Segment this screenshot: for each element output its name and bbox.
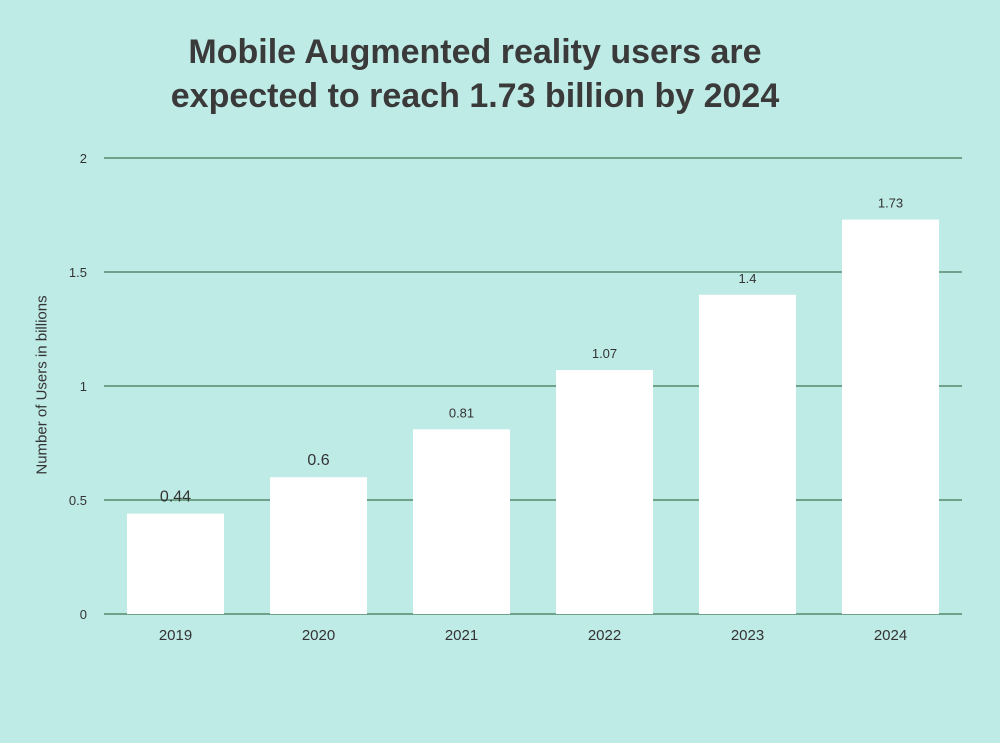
data-label: 0.6 bbox=[307, 452, 329, 469]
bar bbox=[556, 370, 653, 614]
x-tick-label: 2021 bbox=[445, 627, 478, 644]
bar bbox=[127, 513, 224, 614]
data-label: 0.81 bbox=[449, 405, 474, 420]
data-label: 0.44 bbox=[160, 489, 191, 506]
chart-title: Mobile Augmented reality users are expec… bbox=[60, 30, 890, 118]
x-tick-label: 2023 bbox=[731, 627, 764, 644]
y-tick-label: 1 bbox=[80, 379, 87, 394]
data-label: 1.07 bbox=[592, 346, 617, 361]
y-tick-label: 0.5 bbox=[69, 493, 87, 508]
x-tick-label: 2022 bbox=[588, 627, 621, 644]
data-label: 1.4 bbox=[738, 271, 756, 286]
bar bbox=[413, 429, 510, 614]
chart-title-line-1: Mobile Augmented reality users are bbox=[188, 33, 762, 71]
x-tick-label: 2019 bbox=[159, 627, 192, 644]
y-tick-label: 1.5 bbox=[69, 265, 87, 280]
y-tick-label: 2 bbox=[80, 151, 87, 166]
x-tick-label: 2024 bbox=[874, 627, 907, 644]
data-label: 1.73 bbox=[878, 196, 903, 211]
bar bbox=[842, 219, 939, 614]
bar bbox=[270, 477, 367, 614]
y-tick-label: 0 bbox=[80, 607, 87, 622]
bar bbox=[699, 294, 796, 614]
x-tick-label: 2020 bbox=[302, 627, 335, 644]
chart-title-line-2: expected to reach 1.73 billion by 2024 bbox=[170, 77, 780, 115]
